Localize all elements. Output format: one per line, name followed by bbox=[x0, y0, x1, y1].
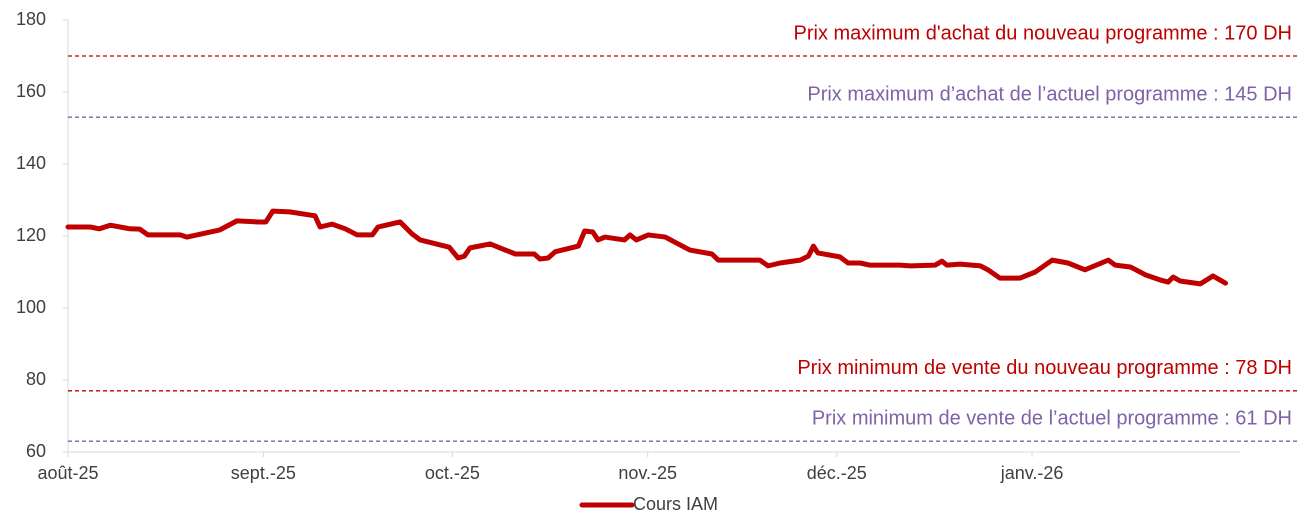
y-tick-label: 160 bbox=[16, 81, 46, 101]
y-tick-label: 60 bbox=[26, 441, 46, 461]
reference-label: Prix maximum d’achat de l’actuel program… bbox=[807, 83, 1292, 105]
reference-label: Prix minimum de vente de l’actuel progra… bbox=[812, 407, 1292, 429]
y-tick-label: 80 bbox=[26, 369, 46, 389]
x-tick-label: oct.-25 bbox=[425, 463, 480, 483]
reference-label: Prix minimum de vente du nouveau program… bbox=[797, 357, 1292, 379]
y-tick-label: 140 bbox=[16, 153, 46, 173]
y-tick-label: 180 bbox=[16, 9, 46, 29]
x-tick-label: nov.-25 bbox=[618, 463, 677, 483]
x-tick-label: sept.-25 bbox=[231, 463, 296, 483]
x-tick-label: août-25 bbox=[37, 463, 98, 483]
y-tick-label: 120 bbox=[16, 225, 46, 245]
reference-label: Prix maximum d'achat du nouveau programm… bbox=[794, 22, 1293, 44]
y-tick-label: 100 bbox=[16, 297, 46, 317]
series-line bbox=[65, 208, 1229, 287]
legend-label: Cours IAM bbox=[633, 494, 718, 514]
x-tick-label: déc.-25 bbox=[807, 463, 867, 483]
x-tick-label: janv.-26 bbox=[1000, 463, 1064, 483]
